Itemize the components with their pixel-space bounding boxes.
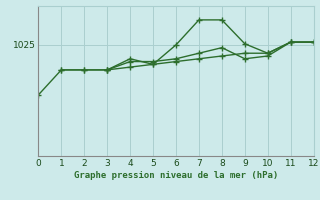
X-axis label: Graphe pression niveau de la mer (hPa): Graphe pression niveau de la mer (hPa): [74, 171, 278, 180]
